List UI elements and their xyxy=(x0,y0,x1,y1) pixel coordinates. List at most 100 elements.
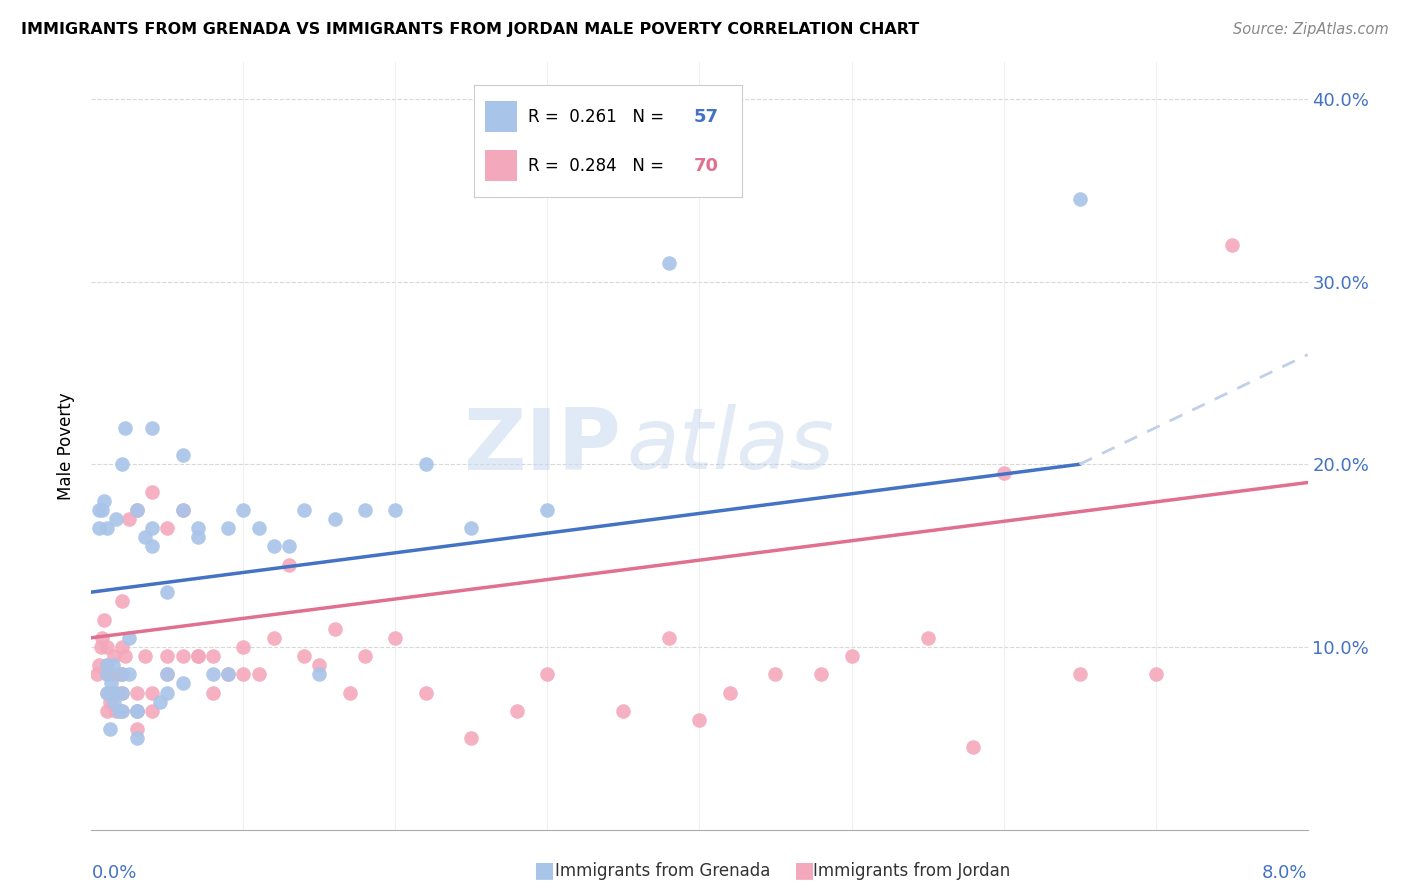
Point xyxy=(89,640,111,654)
Point xyxy=(111,640,134,654)
Point xyxy=(103,695,125,709)
Point xyxy=(354,648,377,663)
Point xyxy=(187,648,209,663)
Point xyxy=(217,667,239,681)
Point xyxy=(993,467,1015,481)
Point xyxy=(105,685,128,699)
Point xyxy=(93,613,115,627)
Point xyxy=(1069,193,1091,207)
Point xyxy=(125,685,148,699)
Point xyxy=(1069,667,1091,681)
Point xyxy=(156,585,179,599)
Point xyxy=(96,704,118,718)
Point xyxy=(104,704,127,718)
Point xyxy=(111,685,134,699)
Point xyxy=(125,704,148,718)
Point xyxy=(93,493,115,508)
Point xyxy=(415,685,437,699)
Point xyxy=(125,704,148,718)
Point xyxy=(125,722,148,736)
Point xyxy=(114,648,136,663)
Point xyxy=(98,722,121,736)
Point xyxy=(232,640,254,654)
Point xyxy=(111,667,134,681)
Point xyxy=(232,503,254,517)
Point xyxy=(536,503,558,517)
Point xyxy=(292,648,315,663)
Point xyxy=(187,521,209,535)
Point xyxy=(658,631,681,645)
Point xyxy=(111,667,134,681)
Point xyxy=(156,521,179,535)
Point xyxy=(765,667,787,681)
Point xyxy=(1144,667,1167,681)
Point xyxy=(247,667,270,681)
Point xyxy=(103,648,125,663)
Point xyxy=(323,512,346,526)
Point xyxy=(718,685,741,699)
Point xyxy=(111,704,134,718)
Point xyxy=(141,685,163,699)
Point xyxy=(134,648,156,663)
Point xyxy=(460,731,482,746)
Point xyxy=(101,658,124,673)
Text: Immigrants from Grenada: Immigrants from Grenada xyxy=(555,862,770,880)
Point xyxy=(415,457,437,471)
Point xyxy=(278,558,301,572)
Point xyxy=(172,448,194,462)
Point xyxy=(98,685,121,699)
Point xyxy=(149,695,172,709)
Point xyxy=(107,704,129,718)
Point xyxy=(96,640,118,654)
Point xyxy=(101,667,124,681)
Point xyxy=(87,503,110,517)
Point xyxy=(100,685,122,699)
Point xyxy=(118,667,141,681)
Point xyxy=(536,667,558,681)
Point xyxy=(172,503,194,517)
Point xyxy=(103,685,125,699)
Point xyxy=(187,648,209,663)
Point xyxy=(107,667,129,681)
Point xyxy=(202,667,225,681)
Point xyxy=(384,503,406,517)
Point xyxy=(202,648,225,663)
Point xyxy=(87,658,110,673)
Point xyxy=(100,676,122,690)
Point xyxy=(141,540,163,554)
Point xyxy=(114,421,136,435)
Point xyxy=(96,667,118,681)
Point xyxy=(172,676,194,690)
Point xyxy=(202,685,225,699)
Point xyxy=(87,521,110,535)
Point xyxy=(98,695,121,709)
Point xyxy=(141,704,163,718)
Point xyxy=(217,521,239,535)
Point xyxy=(141,421,163,435)
Point xyxy=(460,521,482,535)
Point xyxy=(111,457,134,471)
Point xyxy=(292,503,315,517)
Point xyxy=(308,658,330,673)
Text: ■: ■ xyxy=(794,860,815,880)
Point xyxy=(96,685,118,699)
Point xyxy=(187,530,209,544)
Point xyxy=(263,631,285,645)
Point xyxy=(354,503,377,517)
Text: 8.0%: 8.0% xyxy=(1263,864,1308,882)
Point xyxy=(156,685,179,699)
Point xyxy=(91,503,114,517)
Point xyxy=(658,256,681,270)
Point xyxy=(111,594,134,608)
Point xyxy=(141,521,163,535)
Point xyxy=(91,631,114,645)
Text: IMMIGRANTS FROM GRENADA VS IMMIGRANTS FROM JORDAN MALE POVERTY CORRELATION CHART: IMMIGRANTS FROM GRENADA VS IMMIGRANTS FR… xyxy=(21,22,920,37)
Point xyxy=(111,685,134,699)
Point xyxy=(96,658,118,673)
Point xyxy=(323,622,346,636)
Point xyxy=(688,713,710,727)
Point xyxy=(247,521,270,535)
Text: atlas: atlas xyxy=(627,404,835,488)
Point xyxy=(1220,238,1243,252)
Text: ZIP: ZIP xyxy=(463,404,620,488)
